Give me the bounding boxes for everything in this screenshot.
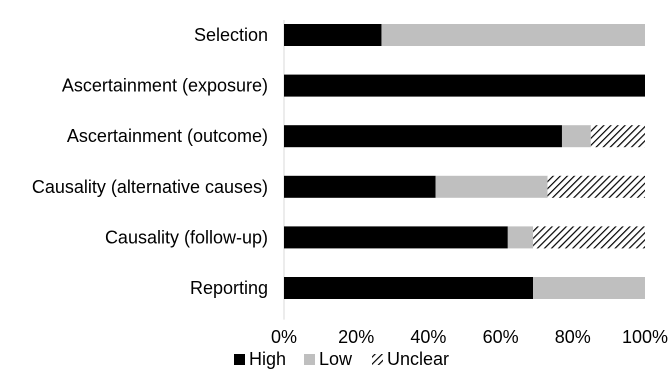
category-labels: Selection Ascertainment (exposure) Ascerta…	[32, 25, 268, 298]
category-label-causality-alternative-causes: Causality (alternative causes)	[32, 177, 268, 197]
category-label-reporting: Reporting	[190, 278, 268, 298]
x-tick-label: 20%	[338, 327, 374, 347]
bar-segment-high-causality-alternative-causes	[284, 175, 436, 198]
category-label-causality-follow-up: Causality (follow-up)	[105, 227, 268, 247]
bar-segment-high-selection	[284, 24, 382, 46]
bar-segment-unclear-ascertainment-outcome	[590, 125, 645, 148]
category-label-ascertainment-exposure: Ascertainment (exposure)	[62, 76, 268, 96]
category-label-selection: Selection	[194, 25, 268, 45]
legend-label-high: High	[249, 349, 286, 369]
bar-segment-low-causality-alternative-causes	[435, 175, 548, 198]
legend-swatch-unclear	[372, 354, 383, 365]
bar-segment-low-selection	[381, 24, 645, 46]
bar-segment-low-ascertainment-outcome	[561, 125, 591, 148]
legend-swatch-high	[234, 354, 245, 365]
x-tick-label: 80%	[555, 327, 591, 347]
legend-label-unclear: Unclear	[387, 349, 449, 369]
legend: High Low Unclear	[234, 349, 449, 369]
bar-segment-high-ascertainment-outcome	[284, 125, 562, 148]
x-tick-label: 60%	[483, 327, 519, 347]
x-tick-label: 40%	[410, 327, 446, 347]
legend-swatch-low	[304, 354, 315, 365]
x-tick-labels: 0% 20% 40% 60% 80% 100%	[271, 327, 668, 347]
bar-segment-low-causality-follow-up	[507, 226, 534, 249]
category-label-ascertainment-outcome: Ascertainment (outcome)	[67, 126, 268, 146]
bar-segment-high-ascertainment-exposure	[284, 74, 645, 97]
bar-segment-unclear-causality-alternative-causes	[547, 175, 645, 198]
bar-segment-high-reporting	[284, 277, 534, 299]
bar-segment-high-causality-follow-up	[284, 226, 508, 249]
bar-segment-low-reporting	[533, 277, 645, 299]
x-tick-label: 0%	[271, 327, 297, 347]
x-tick-label: 100%	[622, 327, 668, 347]
bars-group	[284, 24, 645, 299]
legend-label-low: Low	[319, 349, 353, 369]
bar-segment-unclear-causality-follow-up	[533, 226, 645, 249]
